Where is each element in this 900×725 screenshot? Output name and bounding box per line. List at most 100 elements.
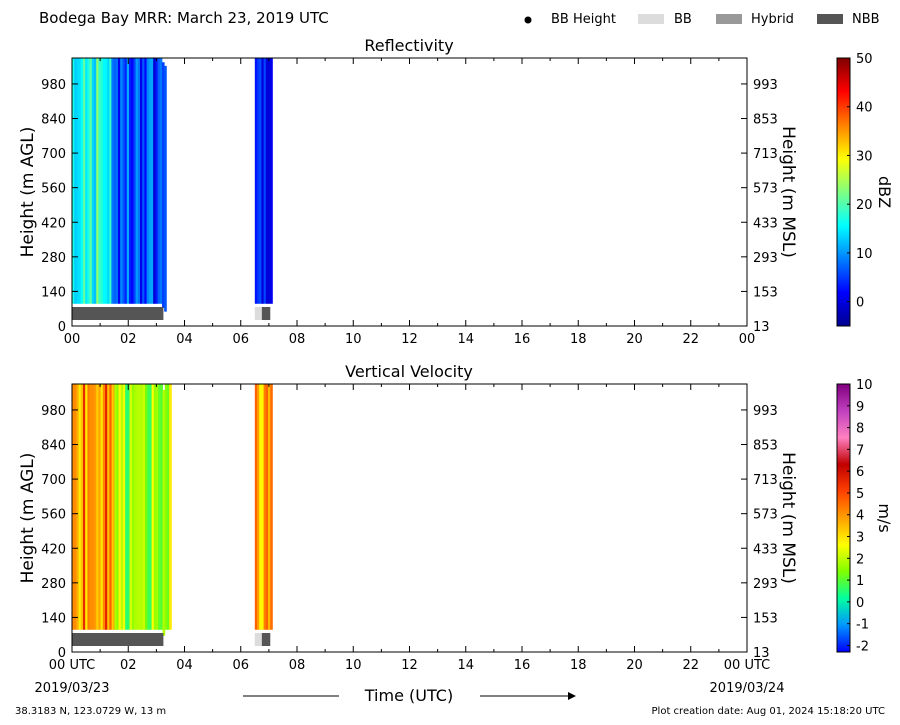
y-tick-label-left: 980 (41, 404, 66, 419)
x-tick-label: 02 (120, 332, 137, 347)
heatmap-column (83, 58, 86, 304)
heatmap-column (105, 384, 108, 630)
figure-title: Bodega Bay MRR: March 23, 2019 UTC (39, 9, 329, 27)
heatmap-column (85, 384, 88, 630)
reflectivity-data-layer (72, 58, 273, 312)
heatmap-column (114, 384, 117, 630)
y-tick-label-right: 993 (753, 78, 778, 93)
heatmap-column (96, 58, 99, 304)
x-tick-label: 00 UTC (49, 658, 95, 673)
heatmap-column (164, 384, 168, 630)
x-tick-label: 08 (289, 658, 306, 673)
colorbar-tick-label: 2 (856, 552, 864, 567)
heatmap-column (259, 384, 262, 630)
heatmap-column (96, 384, 99, 630)
heatmap-column (261, 58, 265, 304)
heatmap-column (126, 58, 130, 304)
heatmap-column (120, 58, 123, 304)
heatmap-column (83, 384, 86, 630)
end-date-label: 2019/03/24 (710, 681, 785, 696)
heatmap-column (257, 384, 260, 630)
x-tick-label: 14 (457, 658, 474, 673)
heatmap-column (160, 384, 163, 630)
y-tick-label-left: 140 (41, 285, 66, 300)
heatmap-column (138, 384, 141, 630)
heatmap-column (113, 58, 117, 304)
x-tick-label: 14 (457, 332, 474, 347)
x-tick-label: 04 (176, 658, 193, 673)
heatmap-column (135, 58, 139, 304)
heatmap-column (89, 58, 93, 304)
y-tick-label-left: 840 (41, 439, 66, 454)
heatmap-column (128, 58, 132, 304)
y-tick-label-right: 993 (753, 404, 778, 419)
heatmap-column (100, 384, 104, 630)
vertical-velocity-panel: Vertical Velocity 00 UTC 02 04 06 08 10 12 14 16… (18, 362, 894, 673)
heatmap-column (125, 384, 128, 630)
y-tick-label-right: 293 (753, 577, 778, 592)
heatmap-column (157, 58, 161, 304)
colorbar-tick-label: 6 (856, 465, 864, 480)
y-tick-label-left: 560 (41, 508, 66, 523)
heatmap-column (109, 384, 112, 630)
heatmap-column (169, 384, 172, 630)
x-tick-label: 08 (289, 332, 306, 347)
x-tick-label: 10 (345, 658, 362, 673)
legend-hybrid-label: Hybrid (751, 12, 794, 27)
vertical-velocity-data-layer (72, 384, 273, 636)
heatmap-column (91, 384, 95, 630)
x-tick-label: 16 (514, 658, 531, 673)
creation-date-label: Plot creation date: Aug 01, 2024 15:18:2… (652, 706, 885, 717)
x-tick-label: 22 (682, 658, 699, 673)
heatmap-column (89, 384, 93, 630)
colorbar-tick-label: 20 (856, 198, 873, 213)
heatmap-column (120, 384, 124, 630)
y-tick-label-left: 420 (41, 216, 66, 231)
heatmap-column (166, 384, 170, 630)
heatmap-column (111, 58, 114, 304)
heatmap-column (117, 58, 121, 304)
x-tick-label: 02 (120, 658, 137, 673)
bb-class-bar (254, 633, 262, 646)
heatmap-column (259, 58, 262, 304)
y-tick-label-right: 153 (753, 285, 778, 300)
heatmap-column (147, 384, 150, 630)
heatmap-column (150, 58, 154, 304)
vertical-velocity-colorbar (836, 383, 851, 653)
colorbar-tick-label: 3 (856, 531, 864, 546)
heatmap-column (146, 58, 150, 304)
x-tick-label: 18 (570, 658, 587, 673)
bb-class-bar (254, 307, 262, 320)
heatmap-column (148, 58, 152, 304)
heatmap-column (153, 58, 156, 304)
heatmap-column (116, 384, 119, 630)
x-tick-label: 16 (514, 332, 531, 347)
reflectivity-plot-frame (71, 57, 748, 327)
heatmap-column (76, 384, 79, 630)
heatmap-column (74, 384, 77, 630)
y-tick-label-left: 980 (41, 78, 66, 93)
header-legend: BB Height BB Hybrid NBB (524, 12, 880, 27)
heatmap-column (149, 384, 152, 630)
heatmap-column (133, 58, 136, 304)
heatmap-column (74, 58, 77, 304)
heatmap-column (265, 384, 269, 630)
heatmap-column (268, 58, 271, 304)
heatmap-column (257, 58, 260, 304)
y-tick-label-right: 433 (753, 542, 778, 557)
colorbar-tick-label: 0 (856, 596, 864, 611)
y-tick-label-right: 573 (753, 182, 778, 197)
heatmap-column (137, 58, 141, 304)
x-tick-label: 00 UTC (724, 658, 770, 673)
y-tick-label-left: 280 (41, 251, 66, 266)
legend-bb-height-marker (524, 16, 532, 24)
reflectivity-colorbar-label: dBZ (875, 176, 894, 208)
heatmap-column (265, 58, 269, 304)
heatmap-column (78, 58, 82, 304)
x-tick-label: 10 (345, 332, 362, 347)
heatmap-column (155, 58, 158, 304)
vertical-velocity-colorbar-ticks: -2 -1 0 1 2 3 4 5 6 7 8 9 10 (847, 378, 873, 654)
heatmap-column (94, 58, 97, 304)
